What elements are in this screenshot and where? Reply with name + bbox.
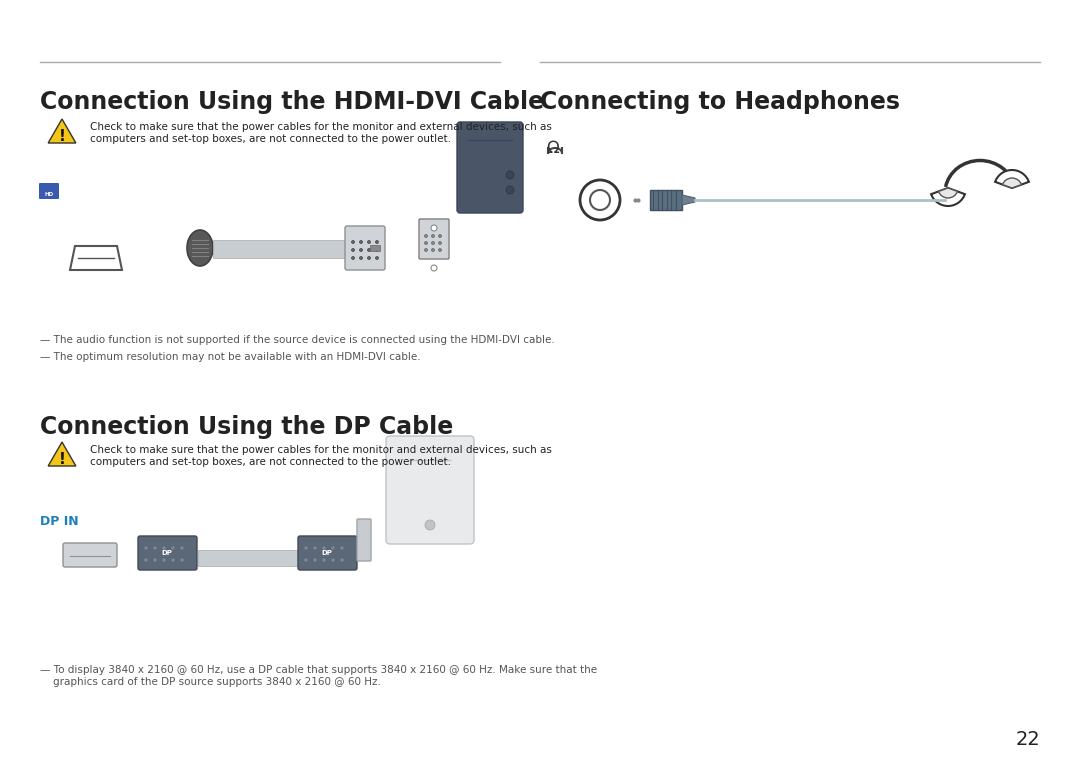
Text: Connection Using the DP Cable: Connection Using the DP Cable: [40, 415, 454, 439]
Circle shape: [313, 558, 318, 562]
Circle shape: [303, 558, 308, 562]
Circle shape: [367, 256, 370, 259]
Ellipse shape: [187, 230, 213, 266]
Circle shape: [171, 558, 175, 562]
Circle shape: [153, 558, 157, 562]
Circle shape: [340, 546, 345, 550]
Circle shape: [438, 249, 442, 252]
Text: DP: DP: [162, 550, 173, 556]
Polygon shape: [49, 442, 76, 466]
Circle shape: [313, 546, 318, 550]
Circle shape: [424, 234, 428, 237]
Circle shape: [438, 234, 442, 237]
Circle shape: [507, 186, 514, 194]
Circle shape: [360, 240, 363, 243]
Circle shape: [180, 558, 184, 562]
Circle shape: [431, 265, 437, 271]
Text: — To display 3840 x 2160 @ 60 Hz, use a DP cable that supports 3840 x 2160 @ 60 : — To display 3840 x 2160 @ 60 Hz, use a …: [40, 665, 597, 687]
FancyBboxPatch shape: [298, 536, 357, 570]
Circle shape: [376, 249, 378, 252]
Circle shape: [432, 242, 434, 244]
FancyBboxPatch shape: [138, 536, 197, 570]
Circle shape: [340, 558, 345, 562]
FancyBboxPatch shape: [419, 219, 449, 259]
Circle shape: [144, 546, 148, 550]
Circle shape: [431, 225, 437, 231]
Circle shape: [367, 249, 370, 252]
Wedge shape: [939, 188, 957, 198]
FancyBboxPatch shape: [370, 245, 380, 251]
Polygon shape: [49, 119, 76, 143]
Circle shape: [351, 249, 354, 252]
Circle shape: [367, 240, 370, 243]
Text: — The optimum resolution may not be available with an HDMI-DVI cable.: — The optimum resolution may not be avai…: [40, 352, 420, 362]
Circle shape: [351, 240, 354, 243]
Circle shape: [322, 558, 326, 562]
Wedge shape: [1002, 178, 1022, 188]
Text: Connecting to Headphones: Connecting to Headphones: [540, 90, 900, 114]
Polygon shape: [70, 246, 122, 270]
Text: DP IN: DP IN: [40, 515, 79, 528]
Text: Ω: Ω: [546, 139, 559, 157]
Circle shape: [590, 190, 610, 210]
Circle shape: [144, 558, 148, 562]
Circle shape: [153, 546, 157, 550]
Text: !: !: [58, 452, 66, 467]
FancyBboxPatch shape: [213, 240, 353, 258]
FancyBboxPatch shape: [345, 226, 384, 270]
Circle shape: [330, 546, 335, 550]
Circle shape: [322, 546, 326, 550]
Text: Check to make sure that the power cables for the monitor and external devices, s: Check to make sure that the power cables…: [90, 445, 552, 467]
Circle shape: [303, 546, 308, 550]
Circle shape: [432, 234, 434, 237]
Circle shape: [360, 256, 363, 259]
Text: 22: 22: [1015, 730, 1040, 749]
Circle shape: [351, 256, 354, 259]
Circle shape: [162, 546, 166, 550]
Circle shape: [438, 242, 442, 244]
FancyBboxPatch shape: [386, 436, 474, 544]
Text: HD: HD: [44, 192, 54, 197]
Circle shape: [426, 520, 435, 530]
Circle shape: [507, 171, 514, 179]
Text: !: !: [58, 129, 66, 144]
FancyBboxPatch shape: [63, 543, 117, 567]
Circle shape: [360, 249, 363, 252]
Text: Check to make sure that the power cables for the monitor and external devices, s: Check to make sure that the power cables…: [90, 122, 552, 143]
Polygon shape: [681, 195, 696, 205]
FancyBboxPatch shape: [357, 519, 372, 561]
Circle shape: [330, 558, 335, 562]
Circle shape: [376, 240, 378, 243]
FancyBboxPatch shape: [39, 183, 59, 199]
Circle shape: [580, 180, 620, 220]
Circle shape: [424, 242, 428, 244]
Wedge shape: [931, 188, 964, 206]
FancyBboxPatch shape: [198, 550, 298, 566]
Text: — The audio function is not supported if the source device is connected using th: — The audio function is not supported if…: [40, 335, 555, 345]
Text: Connection Using the HDMI-DVI Cable: Connection Using the HDMI-DVI Cable: [40, 90, 544, 114]
Circle shape: [424, 249, 428, 252]
FancyBboxPatch shape: [457, 122, 523, 213]
Wedge shape: [995, 170, 1029, 188]
Circle shape: [376, 256, 378, 259]
FancyBboxPatch shape: [650, 190, 681, 210]
Circle shape: [162, 558, 166, 562]
Circle shape: [180, 546, 184, 550]
Circle shape: [171, 546, 175, 550]
Circle shape: [432, 249, 434, 252]
Text: DP: DP: [322, 550, 333, 556]
